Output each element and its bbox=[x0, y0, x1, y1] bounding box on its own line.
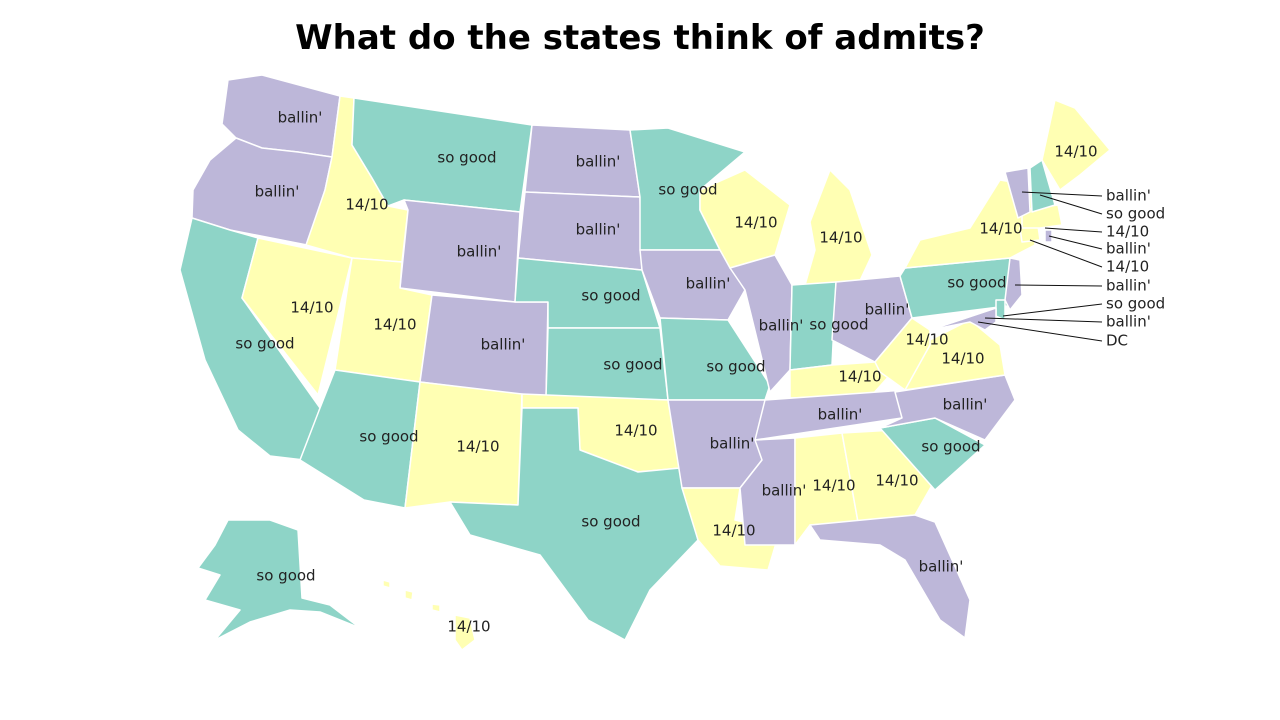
state-label-nc: ballin' bbox=[943, 396, 988, 414]
callout-line-ct bbox=[1029, 239, 1103, 268]
state-label-mn: so good bbox=[658, 181, 717, 199]
callout-line-ri bbox=[1048, 235, 1103, 250]
state-label-wi: 14/10 bbox=[734, 214, 777, 232]
state-hi bbox=[382, 579, 476, 651]
state-mi bbox=[804, 169, 873, 286]
state-label-fl: ballin' bbox=[919, 558, 964, 576]
state-label-ri: ballin' bbox=[1106, 240, 1151, 258]
state-label-ut: 14/10 bbox=[373, 316, 416, 334]
state-label-mt: so good bbox=[437, 149, 496, 167]
state-wy bbox=[399, 199, 521, 303]
callout-line-de bbox=[1002, 303, 1103, 317]
callout-line-md bbox=[984, 317, 1103, 323]
state-de bbox=[995, 299, 1006, 321]
state-label-wa: ballin' bbox=[278, 109, 323, 127]
state-label-ma: 14/10 bbox=[1106, 223, 1149, 241]
state-label-ga: 14/10 bbox=[875, 472, 918, 490]
state-label-nh: so good bbox=[1106, 205, 1165, 223]
state-label-pa: so good bbox=[947, 274, 1006, 292]
state-label-ne: so good bbox=[581, 287, 640, 305]
state-label-ms: ballin' bbox=[762, 482, 807, 500]
state-label-sc: so good bbox=[921, 438, 980, 456]
state-me bbox=[1041, 99, 1111, 191]
state-ak bbox=[197, 519, 361, 641]
state-label-la: 14/10 bbox=[712, 522, 755, 540]
state-label-me: 14/10 bbox=[1054, 143, 1097, 161]
state-mo bbox=[659, 317, 771, 401]
page-title: What do the states think of admits? bbox=[295, 18, 985, 58]
state-nj bbox=[1004, 257, 1023, 311]
state-label-ky: 14/10 bbox=[838, 368, 881, 386]
state-label-sd: ballin' bbox=[576, 221, 621, 239]
state-nc bbox=[879, 374, 1016, 441]
state-label-dc: DC bbox=[1106, 332, 1128, 350]
state-nv bbox=[241, 237, 353, 396]
state-label-al: 14/10 bbox=[812, 477, 855, 495]
callout-line-nh bbox=[1039, 194, 1103, 215]
state-ri bbox=[1044, 229, 1053, 243]
state-label-vt: ballin' bbox=[1106, 187, 1151, 205]
state-label-hi: 14/10 bbox=[447, 618, 490, 636]
state-label-nd: ballin' bbox=[576, 153, 621, 171]
state-label-tx: so good bbox=[581, 513, 640, 531]
state-label-de: so good bbox=[1106, 295, 1165, 313]
state-label-mo: so good bbox=[706, 358, 765, 376]
state-label-id: 14/10 bbox=[345, 196, 388, 214]
state-label-wv: 14/10 bbox=[905, 331, 948, 349]
state-label-ar: ballin' bbox=[710, 435, 755, 453]
state-la bbox=[681, 487, 781, 571]
state-label-tn: ballin' bbox=[818, 406, 863, 424]
state-label-az: so good bbox=[359, 428, 418, 446]
state-label-nj: ballin' bbox=[1106, 277, 1151, 295]
state-label-in: so good bbox=[809, 316, 868, 334]
state-nh bbox=[1029, 159, 1056, 213]
state-label-ia: ballin' bbox=[686, 275, 731, 293]
state-label-oh: ballin' bbox=[865, 301, 910, 319]
state-label-nv: 14/10 bbox=[290, 299, 333, 317]
state-md bbox=[929, 307, 997, 331]
state-vt bbox=[1004, 167, 1031, 219]
state-label-nm: 14/10 bbox=[456, 438, 499, 456]
state-label-ct: 14/10 bbox=[1106, 258, 1149, 276]
state-label-ak: so good bbox=[256, 567, 315, 585]
state-label-ks: so good bbox=[603, 356, 662, 374]
callout-line-ma bbox=[1044, 227, 1103, 233]
state-fl bbox=[809, 514, 971, 639]
callout-line-nj bbox=[1014, 284, 1103, 287]
state-label-wy: ballin' bbox=[457, 243, 502, 261]
state-label-ok: 14/10 bbox=[614, 422, 657, 440]
state-label-mi: 14/10 bbox=[819, 229, 862, 247]
state-label-md: ballin' bbox=[1106, 313, 1151, 331]
state-label-or: ballin' bbox=[255, 183, 300, 201]
state-label-ca: so good bbox=[235, 335, 294, 353]
state-tx bbox=[449, 407, 699, 641]
state-label-ny: 14/10 bbox=[979, 220, 1022, 238]
callout-line-dc bbox=[977, 321, 1103, 342]
state-label-co: ballin' bbox=[481, 336, 526, 354]
state-label-il: ballin' bbox=[759, 317, 804, 335]
state-label-va: 14/10 bbox=[941, 350, 984, 368]
callout-line-vt bbox=[1021, 191, 1103, 197]
